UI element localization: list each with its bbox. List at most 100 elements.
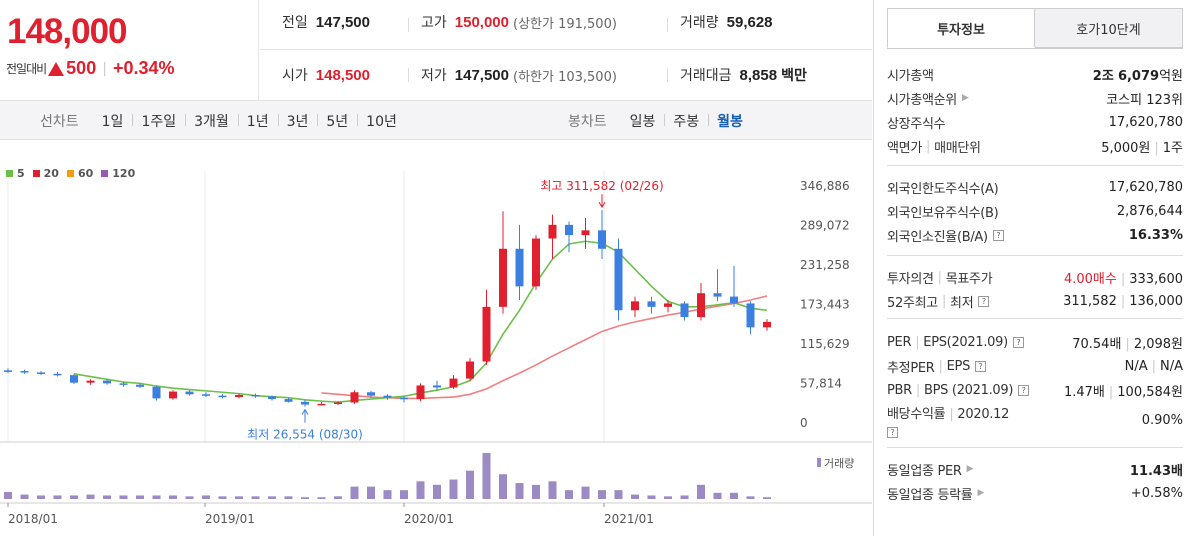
investment-info: 시가총액 2조 6,079억원 시가총액순위 ▶ 코스피 123위 상장주식수 1… (887, 48, 1183, 536)
candle-tab-1[interactable]: 주봉 (664, 111, 708, 131)
legend-item: 20 (32, 167, 59, 180)
info-panel: 투자정보 호가10단계 시가총액 2조 6,079억원 시가총액순위 ▶ 코스피 … (873, 0, 1193, 536)
divider: | (1120, 293, 1126, 309)
volume-bar (400, 490, 408, 499)
volume-bar (152, 495, 161, 499)
stat-value: 147,500 (454, 66, 509, 84)
industry-per-label-text: 동일업종 PER (887, 463, 962, 479)
legend-label: 20 (43, 167, 59, 180)
row-foreign-limit: 외국인한도주식수(A) 17,620,780 (887, 176, 1183, 198)
pbr-label: PBR | BPS (2021.09)? (887, 383, 1030, 398)
stat-label: 전일 (282, 15, 308, 31)
candle-body (103, 380, 111, 384)
stat-value: 147,500 (315, 13, 370, 31)
help-icon[interactable]: ? (975, 360, 987, 372)
row-industry-rate: 동일업종 등락률 ▶ +0.58% (887, 482, 1183, 504)
shares-label: 상장주식수 (887, 116, 946, 132)
tab-investment-info[interactable]: 투자정보 (887, 8, 1035, 48)
volume-bar (119, 495, 128, 499)
est-per-label-text: 추정PER (887, 360, 935, 376)
line-chart-heading: 선차트 (40, 114, 79, 130)
row-shares: 상장주식수 17,620,780 (887, 111, 1183, 133)
volume-bar (317, 497, 326, 499)
change-amount: 500 (66, 58, 97, 78)
line-tab-1[interactable]: 1주일 (132, 111, 185, 131)
x-tick-label: 2019/01 (205, 512, 255, 526)
divider: | (1108, 384, 1114, 400)
industry-rate-label[interactable]: 동일업종 등락률 ▶ (887, 484, 984, 503)
per-label-text: PER (887, 334, 912, 350)
line-tab-4[interactable]: 3년 (277, 111, 318, 131)
line-tab-2[interactable]: 3개월 (185, 111, 238, 131)
volume-bar (466, 470, 474, 499)
stats-row-2: 시가 148,500 저가 147,500 (하한가 103,500) 거래대금… (260, 50, 872, 100)
legend-swatch (101, 170, 109, 177)
52week-value: 311,582 | 136,000 (1063, 294, 1183, 309)
row-foreign-ratio: 외국인소진율(B/A)? 16.33% (887, 224, 1183, 246)
divider: | (1125, 336, 1130, 352)
stat-value: 59,628 (726, 13, 773, 31)
volume-bar (416, 481, 425, 499)
line-tab-3[interactable]: 1년 (237, 111, 278, 131)
foreign-limit-label: 외국인한도주식수(A) (887, 181, 999, 197)
volume-bar (697, 484, 705, 499)
stat-value: 8,858 (739, 66, 778, 84)
trade-unit-label: 매매단위 (934, 140, 981, 156)
52week-label: 52주최고 | 최저? (887, 292, 990, 311)
line-tab-6[interactable]: 10년 (357, 111, 406, 131)
stat-label: 시가 (282, 68, 308, 84)
section-valuation: PER | EPS(2021.09)? 70.54배 | 2,098원 추정PER | EP… (887, 318, 1183, 442)
candle-tab-2[interactable]: 월봉 (708, 111, 752, 131)
market-cap-value: 2조 6,079억원 (1093, 65, 1183, 84)
price-change: 전일대비 500 | +0.34% (6, 58, 175, 79)
dividend-label-line: 배당수익률 | 2020.12 (887, 403, 1009, 422)
opinion-text: 4.00매수 (1063, 271, 1117, 287)
candle-body (697, 293, 705, 318)
tab-orderbook[interactable]: 호가10단계 (1035, 8, 1183, 48)
row-per: PER | EPS(2021.09)? 70.54배 | 2,098원 (887, 331, 1183, 353)
volume-bar (367, 486, 375, 499)
help-icon[interactable]: ? (978, 295, 990, 307)
help-icon[interactable]: ? (887, 427, 898, 438)
help-icon[interactable]: ? (1012, 336, 1024, 348)
candle-tab-0[interactable]: 일봉 (629, 114, 656, 130)
volume-bar (251, 496, 260, 499)
stat-value: 150,000 (454, 13, 509, 31)
section-industry: 동일업종 PER ▶ 11.43배 동일업종 등락률 ▶ +0.58% (887, 447, 1183, 517)
x-tick-label: 2018/01 (8, 512, 58, 526)
volume-bar (4, 491, 12, 499)
industry-rate-value: +0.58% (1130, 485, 1183, 501)
volume-bar (449, 479, 458, 499)
market-cap-label: 시가총액 (887, 68, 934, 84)
line-tab-0[interactable]: 1일 (101, 114, 124, 130)
line-tab-5[interactable]: 5년 (317, 111, 357, 131)
row-foreign-hold: 외국인보유주식수(B) 2,876,644 (887, 200, 1183, 222)
section-market: 시가총액 2조 6,079억원 시가총액순위 ▶ 코스피 123위 상장주식수 1… (887, 49, 1183, 165)
candle-body (235, 394, 243, 398)
volume-bar (284, 496, 293, 499)
stat-open: 시가 148,500 (282, 65, 370, 85)
divider: | (949, 407, 954, 422)
help-icon[interactable]: ? (1018, 384, 1030, 396)
volume-bar (202, 495, 210, 499)
est-eps-text: N/A (1160, 358, 1183, 374)
chart-period-tabbar: 선차트 1일 1주일 3개월 1년 3년 5년 10년 봉차트 일봉 주봉 월봉 (0, 100, 872, 140)
help-icon[interactable]: ? (992, 229, 1004, 241)
candle-body (383, 395, 392, 398)
market-rank-label[interactable]: 시가총액순위 ▶ (887, 89, 969, 108)
section-opinion: 투자의견 | 목표주가 4.00매수 | 333,600 52주최고 | 최저? 311,5… (887, 255, 1183, 318)
stat-label: 저가 (421, 68, 447, 84)
foreign-hold-value: 2,876,644 (1116, 203, 1183, 219)
trade-unit-value: 1주 (1162, 140, 1183, 156)
price-chart[interactable]: 346,886 289,072 231,258 173,443 115,629 57,81… (0, 141, 872, 536)
candle-body (86, 380, 95, 383)
volume-bar (598, 490, 606, 499)
legend-swatch (6, 170, 13, 177)
eps-text: 2,098원 (1133, 336, 1183, 352)
row-52week: 52주최고 | 최저? 311,582 | 136,000 (887, 290, 1183, 312)
industry-per-label[interactable]: 동일업종 PER ▶ (887, 460, 974, 479)
min-arrowhead (301, 408, 309, 415)
candle-body (350, 392, 359, 403)
max-arrowhead (598, 201, 606, 209)
